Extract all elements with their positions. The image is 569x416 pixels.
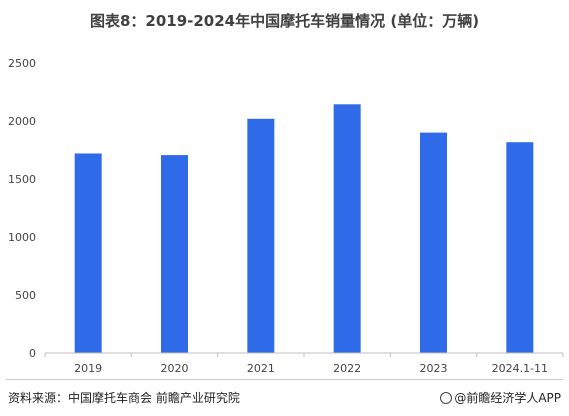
footer: 资料来源：中国摩托车商会 前瞻产业研究院 @前瞻经济学人APP xyxy=(0,385,569,411)
y-axis-ticks: 0 500 1000 1500 2000 2500 xyxy=(8,57,36,360)
x-tick-label: 2022 xyxy=(333,362,361,375)
y-tick-label: 500 xyxy=(15,289,36,302)
y-tick-label: 1000 xyxy=(8,231,36,244)
bar-2024.1-11 xyxy=(506,142,534,353)
bar-2020 xyxy=(161,155,188,353)
brand-logo-icon xyxy=(440,392,453,404)
x-tick-label: 2019 xyxy=(74,362,102,375)
bar-2019 xyxy=(74,153,102,353)
y-tick-label: 2500 xyxy=(8,57,36,70)
bar-2023 xyxy=(420,132,447,353)
bar-2022 xyxy=(333,104,361,354)
x-tick-label: 2021 xyxy=(247,362,275,375)
x-tick-label: 2024.1-11 xyxy=(492,362,548,375)
y-tick-label: 0 xyxy=(29,347,36,360)
footer-divider xyxy=(6,379,563,380)
bar-2021 xyxy=(247,118,275,354)
chart-title: 图表8：2019-2024年中国摩托车销量情况 (单位：万辆) xyxy=(89,12,480,30)
brand-credit: @前瞻经济学人APP xyxy=(440,389,561,406)
x-tick-label: 2020 xyxy=(161,362,189,375)
y-tick-label: 1500 xyxy=(8,173,36,186)
bar-chart: 0 500 1000 1500 2000 2500 2019 2020 2021 2022 202… xyxy=(8,57,564,375)
y-tick-label: 2000 xyxy=(8,115,36,128)
bars xyxy=(74,104,534,354)
source-note: 资料来源：中国摩托车商会 前瞻产业研究院 xyxy=(8,391,240,405)
x-axis-ticks: 2019 2020 2021 2022 2023 2024.1-11 xyxy=(44,353,564,375)
x-tick-label: 2023 xyxy=(420,362,448,375)
brand-text: @前瞻经济学人APP xyxy=(454,391,561,405)
